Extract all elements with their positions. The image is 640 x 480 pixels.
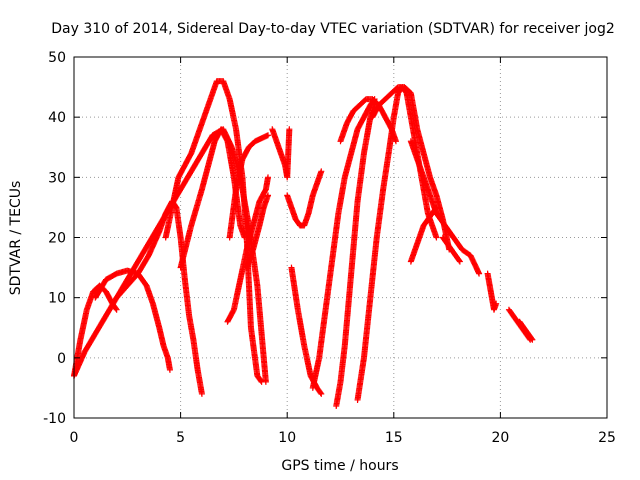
series-arc-11 <box>284 168 325 229</box>
y-tick-label: 30 <box>48 170 66 186</box>
tick-marks <box>73 56 608 419</box>
y-tick-label: 0 <box>57 351 66 367</box>
chart-title: Day 310 of 2014, Sidereal Day-to-day VTE… <box>51 21 614 37</box>
y-tick-label: -10 <box>43 411 66 427</box>
data-point <box>433 234 440 241</box>
data-point <box>392 138 399 145</box>
data-point <box>456 258 463 265</box>
series-arc-19 <box>407 204 440 265</box>
series-arc-8 <box>226 132 272 241</box>
y-tick-labels: -10 0 10 20 30 40 50 <box>43 50 66 427</box>
data-point <box>528 335 535 342</box>
data-point <box>318 168 325 175</box>
series-arc-6 <box>177 126 248 271</box>
data-point <box>317 389 324 396</box>
data-point <box>265 174 272 181</box>
series-arc-9 <box>243 192 272 271</box>
data-point <box>241 234 248 241</box>
data-point <box>476 270 483 277</box>
data-point <box>257 377 264 384</box>
data-point <box>432 205 439 212</box>
data-point <box>198 390 205 397</box>
x-tick-label: 25 <box>598 430 616 446</box>
y-axis-label: SDTVAR / TECUs <box>8 181 24 296</box>
y-tick-label: 40 <box>48 110 66 126</box>
series-arc-20 <box>439 234 463 265</box>
series-arc-14 <box>333 102 378 409</box>
data-point <box>258 378 265 385</box>
series-arc-4 <box>113 198 205 397</box>
y-tick-label: 50 <box>48 50 66 66</box>
data-point <box>166 366 173 373</box>
y-tick-label: 10 <box>48 291 66 307</box>
data-point <box>265 192 272 199</box>
data-point <box>265 132 272 139</box>
data-point <box>433 204 440 211</box>
series-arc-21 <box>484 270 500 313</box>
x-tick-labels: 0 5 10 15 20 25 <box>70 430 616 446</box>
series-arc-18 <box>407 138 483 277</box>
data-point <box>318 390 325 397</box>
series-arc-10 <box>269 126 293 181</box>
x-tick-label: 5 <box>176 430 185 446</box>
series-arc-23 <box>516 318 536 343</box>
data-points <box>71 78 536 409</box>
series-arc-13 <box>309 96 378 391</box>
series-arc-3 <box>92 267 173 373</box>
series-arc-7 <box>224 174 272 325</box>
series-arc-5 <box>162 78 265 385</box>
y-tick-label: 20 <box>48 231 66 247</box>
data-point <box>456 257 463 264</box>
x-tick-label: 0 <box>70 430 79 446</box>
data-point <box>286 126 293 133</box>
x-tick-label: 10 <box>278 430 296 446</box>
data-point <box>529 336 536 343</box>
series-arc-12 <box>288 264 325 397</box>
x-axis-label: GPS time / hours <box>281 458 398 474</box>
data-point <box>112 305 119 312</box>
data-point <box>493 300 500 307</box>
x-tick-label: 20 <box>491 430 509 446</box>
data-point <box>113 306 120 313</box>
x-tick-label: 15 <box>385 430 403 446</box>
